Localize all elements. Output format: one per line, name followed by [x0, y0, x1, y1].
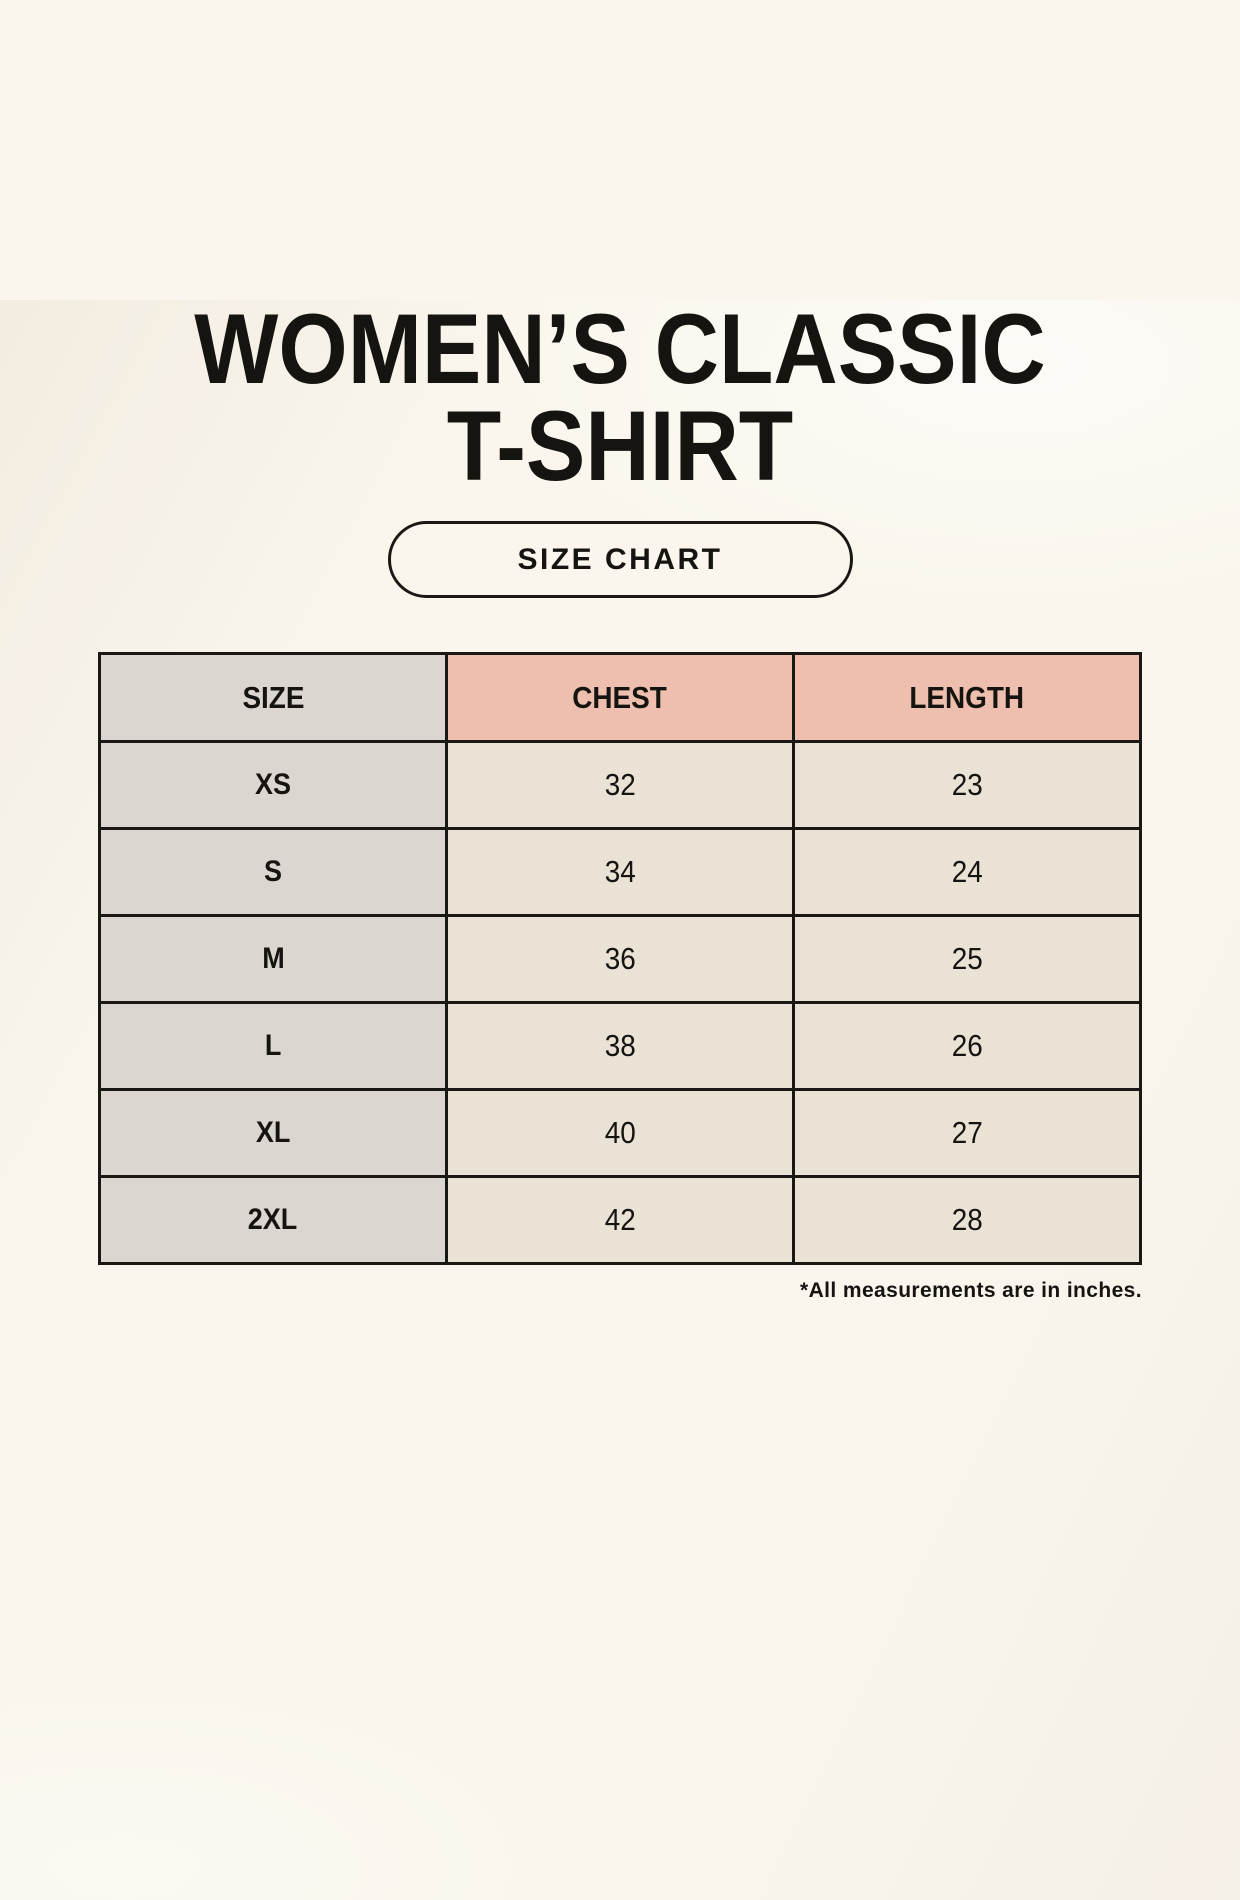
page-title: WOMEN’S CLASSIC T-SHIRT: [62, 293, 1178, 502]
length-cell: 24: [792, 827, 1142, 918]
column-header-size-label: SIZE: [241, 679, 305, 715]
size-chart-graphic: WOMEN’S CLASSIC T-SHIRT SIZE CHART SIZE …: [0, 293, 1240, 1303]
table-row: XS 32 23: [98, 740, 1142, 831]
size-table: SIZE CHEST LENGTH XS 32 23 S 34 24 M 36 …: [98, 652, 1142, 1266]
page-title-line2: T-SHIRT: [446, 390, 794, 502]
length-cell: 25: [792, 914, 1142, 1005]
chest-cell: 38: [445, 1001, 795, 1092]
size-chart-button[interactable]: SIZE CHART: [387, 521, 853, 599]
column-header-length: LENGTH: [792, 652, 1142, 744]
size-table-body: XS 32 23 S 34 24 M 36 25 L 38 26 XL 40 2…: [98, 740, 1142, 1266]
length-cell: 23: [792, 740, 1142, 831]
length-cell: 26: [792, 1001, 1142, 1092]
length-cell: 27: [792, 1088, 1142, 1179]
column-header-size: SIZE: [98, 652, 448, 744]
chest-cell: 34: [445, 827, 795, 918]
length-cell: 28: [792, 1175, 1142, 1266]
table-row: 2XL 42 28: [98, 1175, 1142, 1266]
size-cell: L: [98, 1001, 448, 1092]
size-chart-button-label: SIZE CHART: [517, 542, 723, 576]
table-row: L 38 26: [98, 1001, 1142, 1092]
header-row: SIZE CHEST LENGTH: [98, 652, 1142, 744]
chest-cell: 42: [445, 1175, 795, 1266]
units-footnote: *All measurements are in inches.: [800, 1279, 1142, 1303]
chest-cell: 32: [445, 740, 795, 831]
column-header-chest: CHEST: [445, 652, 795, 744]
chest-cell: 40: [445, 1088, 795, 1179]
size-table-header: SIZE CHEST LENGTH: [98, 652, 1142, 744]
table-row: XL 40 27: [98, 1088, 1142, 1179]
size-cell: S: [98, 827, 448, 918]
column-header-chest-label: CHEST: [572, 679, 668, 715]
table-row: S 34 24: [98, 827, 1142, 918]
size-cell: 2XL: [98, 1175, 448, 1266]
size-cell: XL: [98, 1088, 448, 1179]
size-cell: XS: [98, 740, 448, 831]
column-header-length-label: LENGTH: [909, 679, 1025, 715]
chest-cell: 36: [445, 914, 795, 1005]
table-row: M 36 25: [98, 914, 1142, 1005]
size-cell: M: [98, 914, 448, 1005]
page-title-line1: WOMEN’S CLASSIC: [194, 293, 1046, 404]
